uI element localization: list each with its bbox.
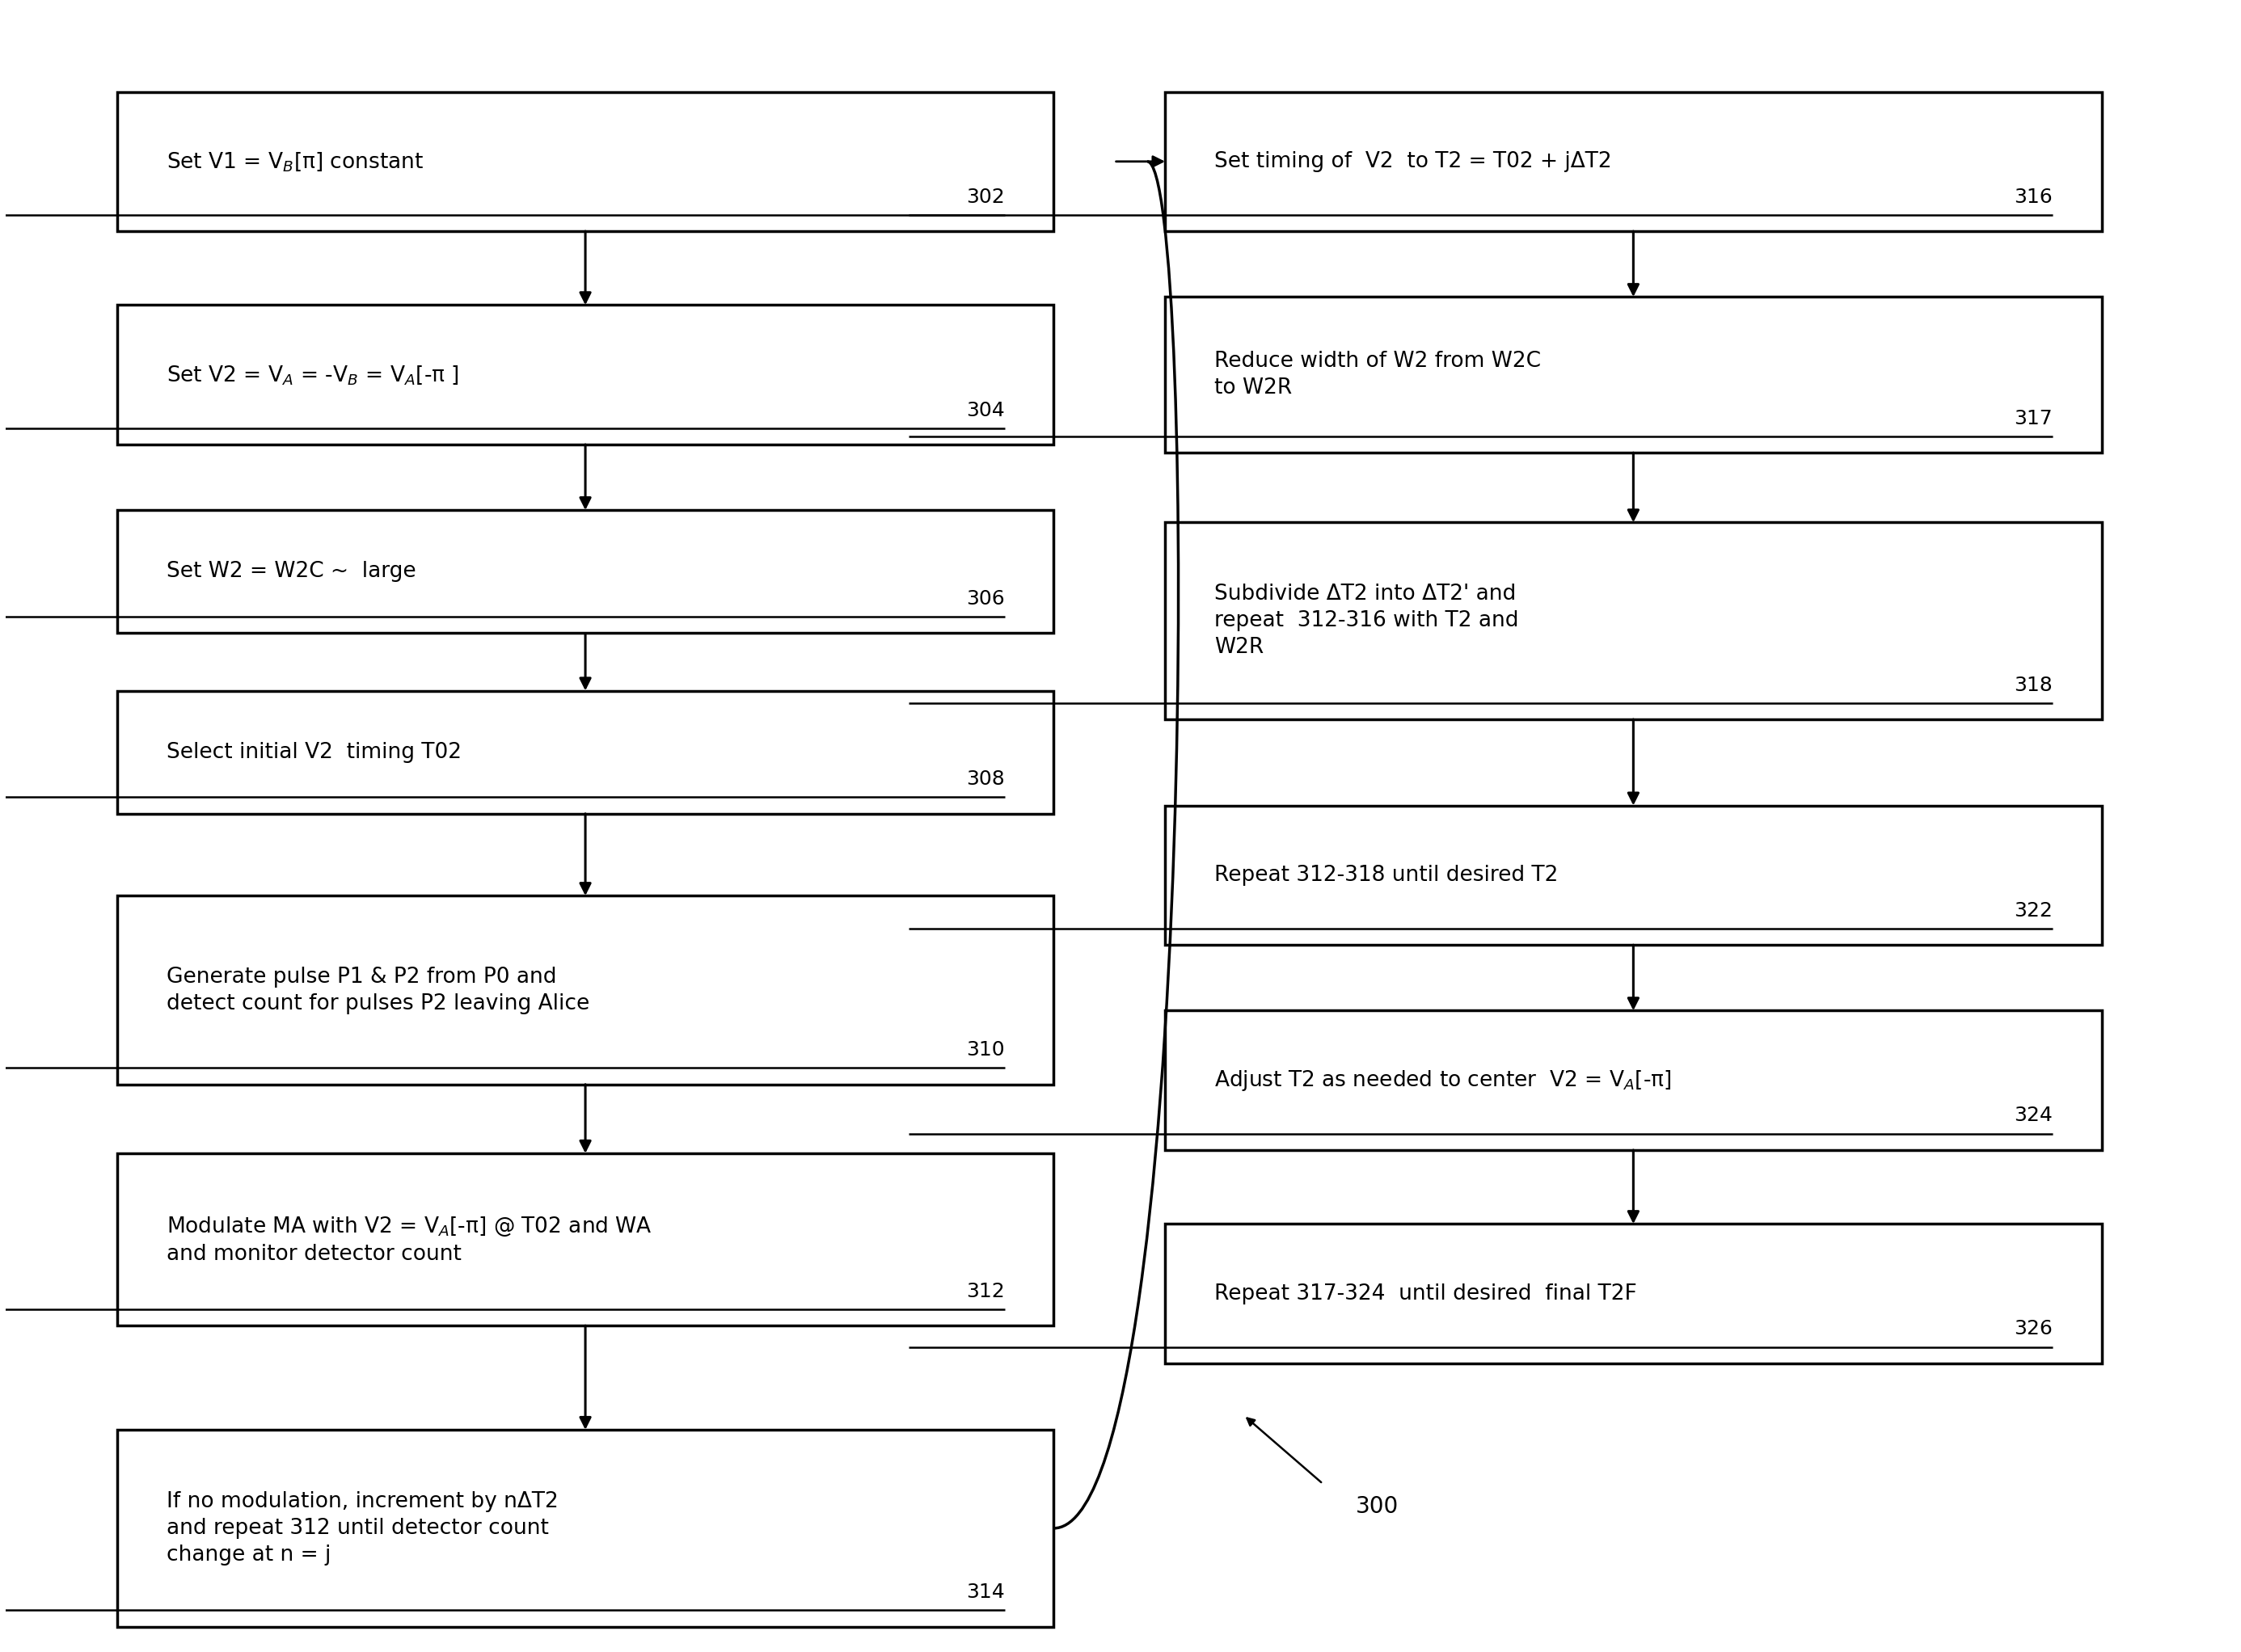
Text: Modulate MA with V2 = V$_A$[-π] @ T02 and WA
and monitor detector count: Modulate MA with V2 = V$_A$[-π] @ T02 an…: [166, 1214, 652, 1264]
Bar: [117, 510, 1053, 633]
Bar: [1165, 297, 2102, 453]
Text: Generate pulse P1 & P2 from P0 and
detect count for pulses P2 leaving Alice: Generate pulse P1 & P2 from P0 and detec…: [166, 966, 589, 1014]
Bar: [117, 306, 1053, 444]
Bar: [117, 895, 1053, 1084]
Text: If no modulation, increment by nΔT2
and repeat 312 until detector count
change a: If no modulation, increment by nΔT2 and …: [166, 1492, 558, 1566]
Text: 326: 326: [2015, 1320, 2053, 1338]
Text: 306: 306: [966, 590, 1004, 608]
Bar: [1165, 1011, 2102, 1150]
Bar: [117, 691, 1053, 814]
Bar: [117, 1429, 1053, 1627]
Text: 300: 300: [1356, 1495, 1398, 1518]
Text: Repeat 317-324  until desired  final T2F: Repeat 317-324 until desired final T2F: [1215, 1284, 1636, 1303]
Text: 312: 312: [966, 1282, 1004, 1302]
Text: 302: 302: [966, 187, 1004, 206]
Text: 324: 324: [2015, 1107, 2053, 1125]
Text: 322: 322: [2015, 900, 2053, 920]
Text: 318: 318: [2015, 676, 2053, 695]
Text: Select initial V2  timing T02: Select initial V2 timing T02: [166, 742, 462, 763]
Text: 314: 314: [966, 1583, 1004, 1602]
Bar: [1165, 93, 2102, 231]
Text: Subdivide ΔT2 into ΔT2' and
repeat  312-316 with T2 and
W2R: Subdivide ΔT2 into ΔT2' and repeat 312-3…: [1215, 583, 1519, 657]
Text: Reduce width of W2 from W2C
to W2R: Reduce width of W2 from W2C to W2R: [1215, 350, 1542, 398]
Bar: [117, 93, 1053, 231]
Text: 308: 308: [966, 770, 1004, 790]
Text: Set timing of  V2  to T2 = T02 + jΔT2: Set timing of V2 to T2 = T02 + jΔT2: [1215, 150, 1611, 172]
Bar: [117, 1153, 1053, 1325]
Text: Set V1 = V$_B$[π] constant: Set V1 = V$_B$[π] constant: [166, 150, 424, 173]
Bar: [1165, 1224, 2102, 1363]
Text: 310: 310: [966, 1041, 1004, 1061]
Text: 316: 316: [2015, 187, 2053, 206]
Bar: [1165, 806, 2102, 945]
Text: Set W2 = W2C ~  large: Set W2 = W2C ~ large: [166, 562, 415, 582]
Text: 317: 317: [2015, 408, 2053, 428]
Bar: [1165, 522, 2102, 719]
Text: Repeat 312-318 until desired T2: Repeat 312-318 until desired T2: [1215, 864, 1557, 885]
Text: Adjust T2 as needed to center  V2 = V$_A$[-π]: Adjust T2 as needed to center V2 = V$_A$…: [1215, 1069, 1672, 1092]
Text: Set V2 = V$_A$ = -V$_B$ = V$_A$[-π ]: Set V2 = V$_A$ = -V$_B$ = V$_A$[-π ]: [166, 363, 459, 387]
Text: 304: 304: [966, 400, 1004, 420]
